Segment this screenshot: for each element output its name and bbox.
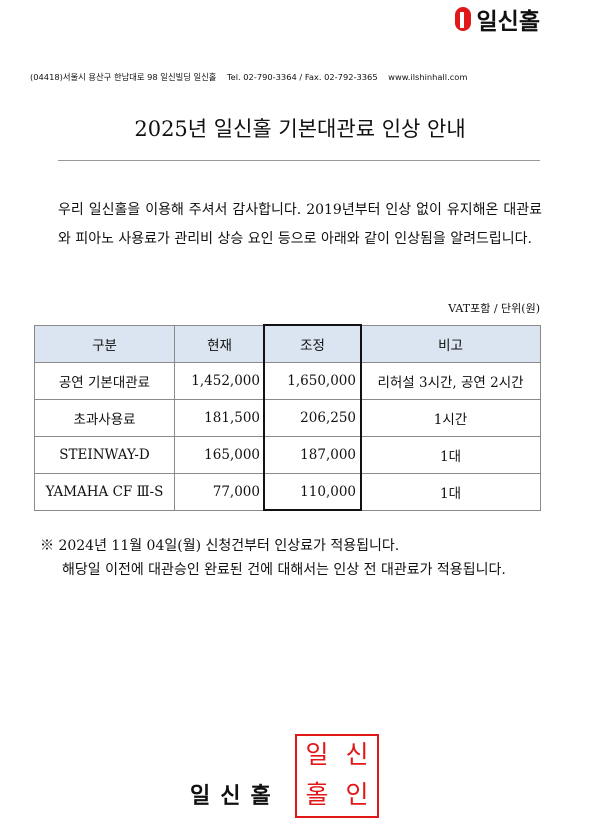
signature: 일신홀 <box>190 784 281 809</box>
cell: 1대 <box>360 436 541 474</box>
note-prior-approval: 해당일 이전에 대관승인 완료된 건에 대해서는 인상 전 대관료가 적용됩니다… <box>62 562 506 578</box>
cell: YAMAHA CF Ⅲ-S <box>34 473 175 511</box>
cell: 206,250 <box>264 399 361 437</box>
stamp-char: 홀 <box>305 780 329 809</box>
cell: 공연 기본대관료 <box>34 362 175 400</box>
cell: 1대 <box>360 473 541 511</box>
cell: 187,000 <box>264 436 361 474</box>
header-cell: 현재 <box>174 325 265 363</box>
cell: 110,000 <box>264 473 361 511</box>
cell: 1시간 <box>360 399 541 437</box>
table-row: 공연 기본대관료 1,452,000 1,650,000 리허설 3시간, 공연 2시… <box>34 362 541 400</box>
unit-note: VAT포함 / 단위(원) <box>448 302 540 315</box>
header-cell: 구분 <box>34 325 175 363</box>
cell: 165,000 <box>174 436 265 474</box>
table-row: YAMAHA CF Ⅲ-S 77,000 110,000 1대 <box>34 473 541 511</box>
logo-mark-icon <box>454 7 471 31</box>
note-effective-date: ※ 2024년 11월 04일(월) 신청건부터 인상료가 적용됩니다. <box>40 538 400 554</box>
logo-text: 일신홀 <box>476 9 540 35</box>
cell: 초과사용료 <box>34 399 175 437</box>
cell: 1,650,000 <box>264 362 361 400</box>
stamp-char: 인 <box>345 780 369 809</box>
fee-table: 구분 현재 조정 비고 공연 기본대관료 1,452,000 1,650,000 리허… <box>34 325 541 511</box>
divider <box>58 160 540 161</box>
header-cell: 비고 <box>360 325 541 363</box>
address-line: (04418)서울시 용산구 한남대로 98 일신빌딩 일신홀 Tel. 02-… <box>30 72 468 82</box>
stamp-char: 일 <box>305 740 329 769</box>
logo: 일신홀 <box>454 2 540 36</box>
adjusted-column-highlight <box>263 324 362 511</box>
cell: 리허설 3시간, 공연 2시간 <box>360 362 541 400</box>
cell: 181,500 <box>174 399 265 437</box>
stamp-char: 신 <box>345 740 369 769</box>
cell: 1,452,000 <box>174 362 265 400</box>
cell: STEINWAY-D <box>34 436 175 474</box>
page-title: 2025년 일신홀 기본대관료 인상 안내 <box>134 117 466 141</box>
intro-paragraph: 우리 일신홀을 이용해 주셔서 감사합니다. 2019년부터 인상 없이 유지해… <box>58 202 542 247</box>
cell: 77,000 <box>174 473 265 511</box>
table-row: 초과사용료 181,500 206,250 1시간 <box>34 399 541 437</box>
